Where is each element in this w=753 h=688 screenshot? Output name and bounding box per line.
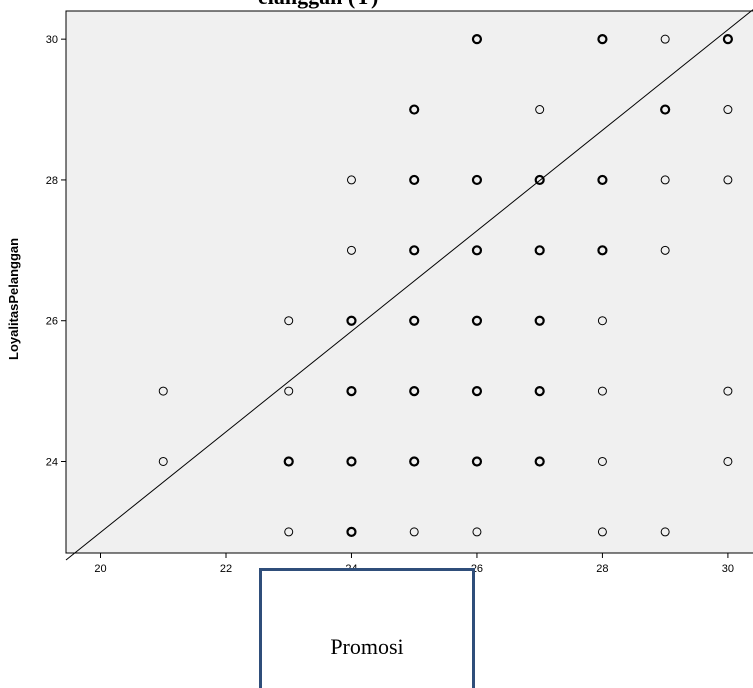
- data-point: [723, 175, 733, 185]
- data-point: [597, 34, 608, 45]
- data-point: [346, 526, 357, 537]
- data-point: [660, 175, 670, 185]
- data-point: [471, 456, 483, 467]
- data-point: [471, 315, 483, 326]
- data-point: [534, 386, 545, 397]
- y-axis: 24 26 28 30: [46, 34, 66, 468]
- data-point: [409, 245, 420, 256]
- data-point: [597, 456, 607, 466]
- data-point: [723, 456, 733, 466]
- data-point: [346, 386, 357, 397]
- data-point: [346, 315, 357, 326]
- data-point: [346, 456, 357, 467]
- data-point: [660, 34, 670, 44]
- x-tick-label: 20: [94, 563, 106, 575]
- data-point: [534, 315, 545, 326]
- points-layer: [158, 34, 734, 537]
- data-point: [409, 456, 420, 467]
- data-point: [409, 527, 419, 537]
- data-point: [471, 245, 483, 256]
- data-point: [158, 456, 168, 466]
- data-point: [722, 34, 734, 45]
- x-tick-label: 28: [596, 563, 608, 575]
- data-point: [409, 315, 420, 326]
- y-tick-label: 24: [46, 456, 58, 468]
- data-point: [723, 386, 733, 396]
- data-point: [597, 174, 608, 186]
- data-point: [660, 245, 670, 255]
- data-point: [409, 386, 420, 397]
- x-axis-label-box: Promosi: [259, 568, 475, 688]
- y-tick-label: 26: [46, 316, 58, 328]
- data-point: [284, 386, 294, 396]
- data-point: [346, 175, 356, 185]
- data-point: [660, 527, 670, 537]
- data-point: [597, 316, 607, 326]
- data-point: [597, 386, 607, 396]
- fit-line: [65, 9, 753, 561]
- y-tick-label: 28: [46, 175, 58, 187]
- data-point: [471, 174, 483, 186]
- data-point: [346, 245, 356, 255]
- data-point: [597, 527, 607, 537]
- data-point: [409, 104, 420, 115]
- data-point: [472, 527, 482, 537]
- data-point: [471, 386, 483, 397]
- chart-title-text: elanggan (Y): [258, 0, 378, 10]
- x-axis-label: Promosi: [330, 634, 404, 659]
- x-tick-label: 22: [220, 563, 232, 575]
- x-tick-label: 30: [722, 563, 734, 575]
- data-point: [284, 316, 294, 326]
- data-point: [283, 456, 294, 467]
- data-point: [597, 245, 608, 256]
- y-tick-label: 30: [46, 34, 58, 46]
- y-axis-label: LoyalitasPelanggan: [6, 237, 21, 360]
- data-point: [534, 245, 545, 256]
- data-point: [471, 34, 483, 45]
- data-point: [660, 104, 671, 115]
- data-point: [534, 456, 545, 467]
- data-point: [409, 174, 420, 186]
- data-point: [534, 174, 545, 186]
- data-point: [284, 527, 294, 537]
- data-point: [535, 105, 545, 115]
- data-point: [158, 386, 168, 396]
- data-point: [723, 105, 733, 115]
